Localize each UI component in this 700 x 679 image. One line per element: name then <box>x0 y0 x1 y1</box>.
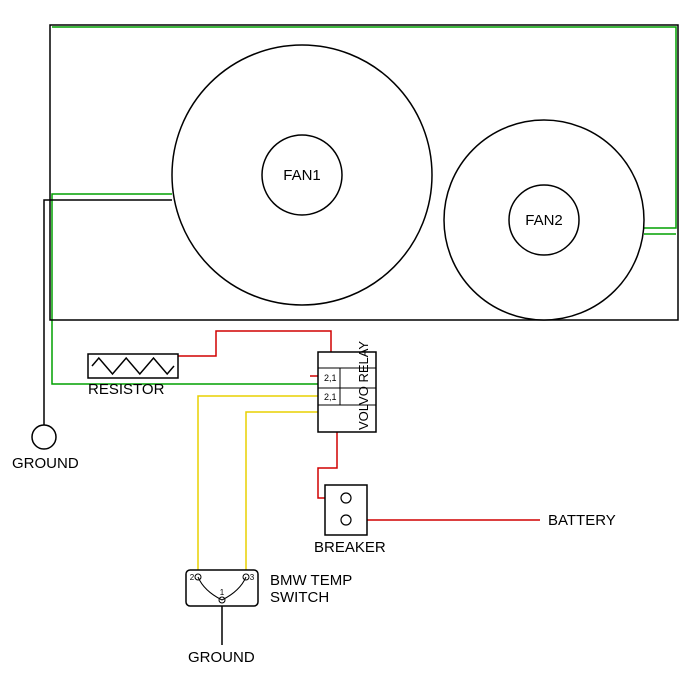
breaker-label: BREAKER <box>314 539 386 556</box>
fan1: FAN1 <box>172 45 432 305</box>
switch-pin2-label: 2 <box>190 573 195 582</box>
resistor-label: RESISTOR <box>88 381 165 398</box>
battery-label: BATTERY <box>548 512 616 529</box>
wire-yellow-relay-sw3 <box>246 412 318 570</box>
fan2-label: FAN2 <box>525 212 563 229</box>
ground-bottom-label: GROUND <box>188 649 255 666</box>
wire-red-resistor-relay <box>178 331 331 356</box>
bmw-temp-switch: 1 2 3 BMW TEMP SWITCH GROUND <box>186 570 352 666</box>
fan2: FAN2 <box>444 120 644 320</box>
switch-pin3-label: 3 <box>250 573 255 582</box>
ground-terminal-left: GROUND <box>12 425 79 472</box>
wiring-diagram: FAN1 FAN2 GROUND RESISTOR 2,1 2,1 VOLVO … <box>0 0 700 679</box>
relay-21a-label: 2,1 <box>324 373 337 383</box>
wire-yellow-relay-sw2 <box>198 396 318 570</box>
volvo-relay: 2,1 2,1 VOLVO RELAY <box>318 341 376 432</box>
relay-21b-label: 2,1 <box>324 392 337 402</box>
switch-label-line1: BMW TEMP <box>270 572 352 589</box>
resistor: RESISTOR <box>88 354 178 398</box>
ground-left-label: GROUND <box>12 455 79 472</box>
fan1-label: FAN1 <box>283 167 321 184</box>
switch-pin1-label: 1 <box>220 588 225 597</box>
switch-label-line2: SWITCH <box>270 589 329 606</box>
relay-label: VOLVO RELAY <box>356 341 371 430</box>
